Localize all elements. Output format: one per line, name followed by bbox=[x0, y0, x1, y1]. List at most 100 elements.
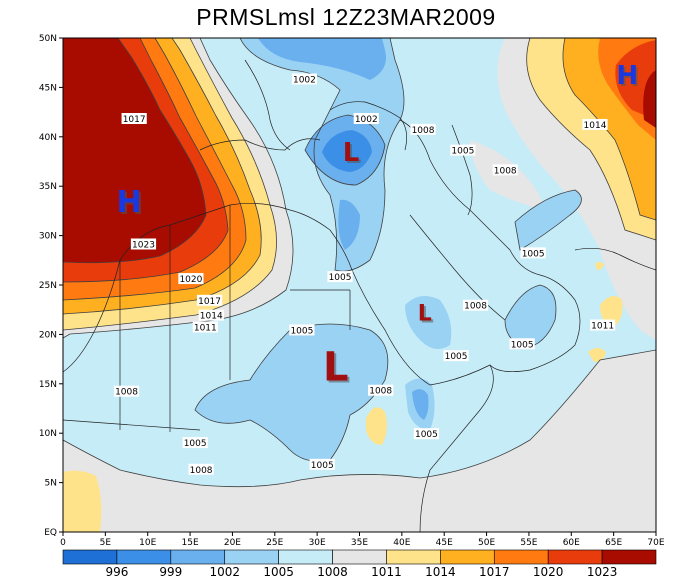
band-1002-horn bbox=[412, 389, 429, 420]
colorbar-label: 1020 bbox=[533, 565, 564, 579]
colorbar-swatch bbox=[440, 549, 495, 565]
chart-title: PRMSLmsl 12Z23MAR2009 bbox=[196, 4, 496, 30]
contour-label: 1005 bbox=[329, 273, 352, 283]
lat-tick-label: EQ bbox=[44, 528, 57, 538]
pressure-center-shadow: L bbox=[345, 140, 362, 170]
contour-label: 1011 bbox=[194, 323, 217, 333]
pressure-center-shadow: H bbox=[119, 187, 144, 222]
contour-label: 1008 bbox=[115, 388, 138, 398]
band-1005-redsea bbox=[405, 296, 452, 349]
contour-label-bg bbox=[368, 384, 394, 396]
colorbar-swatch bbox=[170, 549, 226, 565]
pressure-field bbox=[63, 38, 656, 532]
lat-tick-label: 45N bbox=[39, 83, 57, 93]
colorbar-label: 1023 bbox=[587, 565, 618, 579]
contour-label: 1005 bbox=[445, 352, 468, 362]
low-pressure-symbol: L bbox=[418, 302, 432, 327]
band-1014-spot-a bbox=[366, 407, 387, 445]
colorbar-label: 1014 bbox=[425, 565, 456, 579]
contour-labels: 1002 1017 1002 1008 1005 1008 1014 1023 1005 1005… bbox=[113, 73, 616, 476]
colorbar-swatch bbox=[116, 549, 172, 565]
contour-label: 1008 bbox=[190, 466, 213, 476]
colorbar-swatch bbox=[386, 549, 441, 565]
lat-tick-label: 15N bbox=[39, 380, 57, 390]
contour-label: 1005 bbox=[511, 340, 534, 350]
band-1005-gulf bbox=[515, 190, 582, 250]
band-1026-west bbox=[63, 38, 206, 263]
contour-label: 1005 bbox=[415, 430, 438, 440]
colorbar-swatch bbox=[332, 549, 387, 565]
lon-tick-label: 5E bbox=[100, 538, 112, 548]
contour-label: 1023 bbox=[132, 240, 155, 250]
contour-label: 1002 bbox=[355, 115, 378, 125]
high-pressure-symbol: H bbox=[117, 185, 142, 220]
band-1002-north bbox=[258, 38, 386, 80]
contour-label-bg bbox=[450, 144, 476, 156]
colorbar-swatch bbox=[547, 549, 603, 565]
colorbar-label: 999 bbox=[159, 565, 182, 579]
band-1005-sahel bbox=[195, 324, 388, 462]
contour-label: 1017 bbox=[123, 115, 146, 125]
lat-tick-label: 20N bbox=[39, 330, 57, 340]
contour-label-bg bbox=[289, 324, 315, 336]
contour-label: 1005 bbox=[451, 147, 474, 157]
lon-tick-label: 10E bbox=[139, 538, 156, 548]
contour-label-bg bbox=[192, 321, 218, 333]
lon-tick-label: 65E bbox=[605, 538, 622, 548]
lon-tick-label: 0 bbox=[60, 538, 66, 548]
colorbar: 996 999 1002 1005 1008 1011 1014 1017 1020 1023 bbox=[62, 549, 657, 579]
lon-tick-label: 30E bbox=[309, 538, 326, 548]
contour-label-bg bbox=[291, 73, 318, 85]
pressure-center-shadow: H bbox=[618, 63, 640, 93]
colorbar-label: 996 bbox=[105, 565, 128, 579]
contour-label-bg bbox=[509, 338, 535, 350]
band-1011-south bbox=[63, 350, 656, 532]
contour-label-bg bbox=[590, 319, 616, 331]
lat-tick-label: 30N bbox=[39, 232, 57, 242]
contour-label-bg bbox=[130, 238, 157, 250]
pressure-center-shadow: L bbox=[325, 346, 351, 392]
contour-label: 1005 bbox=[311, 461, 334, 471]
coastlines bbox=[63, 59, 656, 532]
contour-label-bg bbox=[582, 118, 608, 130]
colorbar-swatch bbox=[224, 549, 279, 565]
lat-tick-label: 35N bbox=[39, 182, 57, 192]
contour-label: 1008 bbox=[412, 126, 435, 136]
lat-tick-label: 5N bbox=[45, 479, 57, 489]
contour-label-bg bbox=[198, 309, 224, 321]
contour-label: 1008 bbox=[369, 387, 392, 397]
band-1005-arabia bbox=[505, 285, 556, 348]
contour-label-bg bbox=[178, 273, 204, 285]
contour-label-bg bbox=[309, 458, 335, 470]
colorbar-swatch bbox=[601, 549, 657, 565]
band-1002-levant bbox=[338, 199, 360, 250]
colorbar-label: 1008 bbox=[317, 565, 348, 579]
contour-label-bg bbox=[196, 294, 223, 306]
lon-tick-label: 45E bbox=[436, 538, 453, 548]
contour-label-bg bbox=[410, 123, 436, 135]
lat-tick-label: 25N bbox=[39, 281, 57, 291]
contour-label: 1008 bbox=[494, 166, 517, 176]
contour-label-bg bbox=[182, 437, 208, 449]
lat-tick-label: 40N bbox=[39, 133, 57, 143]
colorbar-label: 1005 bbox=[263, 565, 294, 579]
contour-label-bg bbox=[462, 299, 489, 311]
axis-ticks: EQ 5N 10N 15N 20N 25N 30N 35N 40N 45N 50N 0 5E 10E 15E… bbox=[39, 34, 665, 548]
lon-tick-label: 70E bbox=[647, 538, 664, 548]
colorbar-label: 1011 bbox=[371, 565, 402, 579]
contour-label: 1017 bbox=[198, 297, 221, 307]
lon-tick-label: 35E bbox=[351, 538, 368, 548]
lon-tick-label: 25E bbox=[266, 538, 283, 548]
contour-label-bg bbox=[121, 113, 147, 125]
colorbar-label: 1002 bbox=[209, 565, 240, 579]
contour-label-bg bbox=[188, 463, 214, 475]
band-1014-spot-d bbox=[595, 261, 604, 270]
lat-tick-label: 10N bbox=[39, 429, 57, 439]
band-1014-sw bbox=[63, 470, 102, 532]
colorbar-label: 1017 bbox=[479, 565, 510, 579]
low-pressure-symbol: L bbox=[323, 344, 349, 390]
low-pressure-symbol: L bbox=[343, 138, 360, 168]
lon-tick-label: 20E bbox=[224, 538, 241, 548]
